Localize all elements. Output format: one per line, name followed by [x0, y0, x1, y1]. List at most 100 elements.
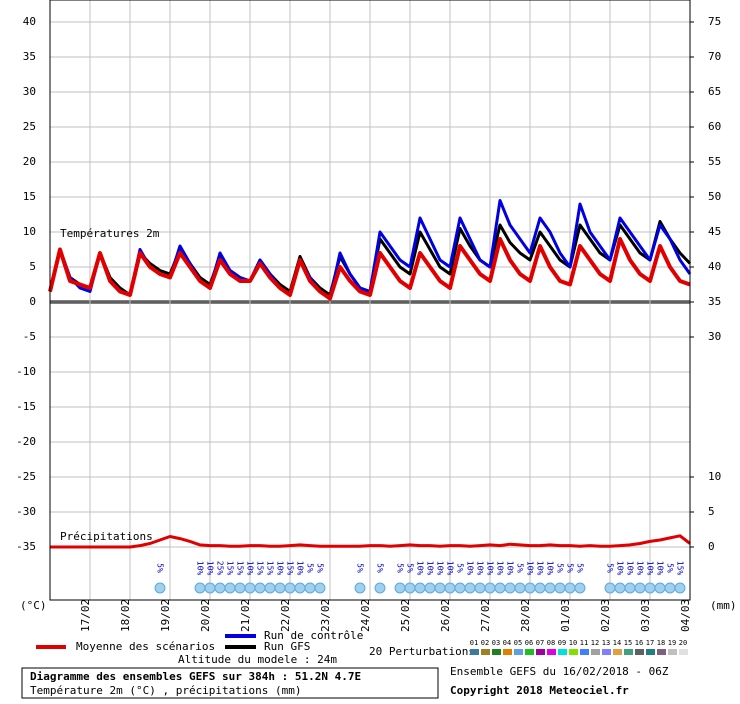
perturbation-number: 12 [591, 639, 599, 647]
snow-icon [654, 582, 666, 594]
snow-icon [504, 582, 516, 594]
y2-tick-label: 75 [708, 15, 721, 28]
perturbation-number: 03 [492, 639, 500, 647]
perturbation-swatch [679, 649, 688, 655]
y2-tick-label: 35 [708, 295, 721, 308]
plot-frame [49, 0, 691, 601]
snow-icon [354, 582, 366, 594]
perturbation-swatch [635, 649, 644, 655]
snow-icon [314, 582, 326, 594]
y2-tick-label: 30 [708, 330, 721, 343]
perturbation-number: 09 [558, 639, 566, 647]
perturbation-number: 17 [646, 639, 654, 647]
snow-label: 10% [436, 561, 445, 576]
snow-icon [664, 582, 676, 594]
y2-tick-label: 40 [708, 260, 721, 273]
perturbation-swatch [591, 649, 600, 655]
snow-label: 5% [376, 563, 385, 573]
snow-label: 5% [606, 563, 615, 573]
x-tick-label: 22/02 [279, 599, 292, 632]
snow-label: 5% [666, 563, 675, 573]
snow-icon [224, 582, 236, 594]
snow-label: 5% [556, 563, 565, 573]
snow-label: 25% [216, 561, 225, 576]
perturbation-swatch [558, 649, 567, 655]
title-box [21, 667, 439, 699]
snow-icon [524, 582, 536, 594]
x-tick-label: 20/02 [199, 599, 212, 632]
y-tick-label: -10 [16, 365, 36, 378]
y-tick-label: -25 [16, 470, 36, 483]
snow-label: 10% [506, 561, 515, 576]
perturbations-label: 20 Perturbations [369, 645, 475, 658]
x-tick-label: 02/03 [599, 599, 612, 632]
snow-icon [254, 582, 266, 594]
y2-tick-label: 10 [708, 470, 721, 483]
x-tick-label: 04/03 [679, 599, 692, 632]
snow-icon [464, 582, 476, 594]
perturbation-swatch [602, 649, 611, 655]
perturbation-number: 11 [580, 639, 588, 647]
perturbation-swatch [470, 649, 479, 655]
y-axis-label: (°C) [20, 599, 47, 612]
snow-label: 10% [416, 561, 425, 576]
snow-icon [154, 582, 166, 594]
snow-label: 10% [466, 561, 475, 576]
perturbation-number: 14 [613, 639, 621, 647]
y2-tick-label: 55 [708, 155, 721, 168]
legend-label: Run GFS [264, 640, 310, 653]
perturbation-swatch [657, 649, 666, 655]
snow-label: 10% [646, 561, 655, 576]
temp-label: Températures 2m [60, 227, 160, 240]
snow-icon [534, 582, 546, 594]
snow-icon [304, 582, 316, 594]
snow-icon [554, 582, 566, 594]
y-tick-label: 5 [29, 260, 36, 273]
y2-axis-label: (mm) [710, 599, 737, 612]
x-tick-label: 18/02 [119, 599, 132, 632]
snow-label: 10% [296, 561, 305, 576]
snow-label: 5% [316, 563, 325, 573]
perturbation-number: 06 [525, 639, 533, 647]
snow-icon [444, 582, 456, 594]
perturbation-swatch [624, 649, 633, 655]
snow-icon [604, 582, 616, 594]
perturbation-swatch [569, 649, 578, 655]
snow-icon [214, 582, 226, 594]
snow-label: 10% [536, 561, 545, 576]
x-tick-label: 01/03 [559, 599, 572, 632]
snow-icon [564, 582, 576, 594]
snow-label: 10% [616, 561, 625, 576]
perturbation-swatch [580, 649, 589, 655]
x-tick-label: 03/03 [639, 599, 652, 632]
x-tick-label: 17/02 [79, 599, 92, 632]
snow-label: 15% [226, 561, 235, 576]
snow-label: 5% [576, 563, 585, 573]
perturbation-swatch [536, 649, 545, 655]
perturbation-number: 08 [547, 639, 555, 647]
snow-label: 10% [196, 561, 205, 576]
x-tick-label: 26/02 [439, 599, 452, 632]
perturbation-number: 15 [624, 639, 632, 647]
snow-label: 15% [676, 561, 685, 576]
x-tick-label: 24/02 [359, 599, 372, 632]
snow-label: 5% [406, 563, 415, 573]
x-tick-label: 28/02 [519, 599, 532, 632]
perturbation-swatch [503, 649, 512, 655]
snow-label: 5% [566, 563, 575, 573]
snow-icon [394, 582, 406, 594]
plot [48, 199, 692, 549]
y-tick-label: 25 [23, 120, 36, 133]
perturbation-swatch [492, 649, 501, 655]
snow-label: 10% [526, 561, 535, 576]
perturbation-swatch [646, 649, 655, 655]
snow-icon [424, 582, 436, 594]
x-tick-label: 23/02 [319, 599, 332, 632]
y2-tick-label: 70 [708, 50, 721, 63]
snow-icon [294, 582, 306, 594]
snow-label: 10% [276, 561, 285, 576]
snow-icon [234, 582, 246, 594]
perturbation-number: 01 [470, 639, 478, 647]
y2-tick-label: 60 [708, 120, 721, 133]
snow-label: 10% [446, 561, 455, 576]
